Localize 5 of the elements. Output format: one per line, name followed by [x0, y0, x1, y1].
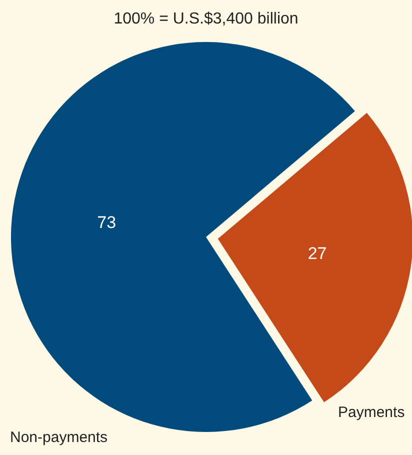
data-label: 73: [97, 212, 116, 232]
chart-title: 100% = U.S.$3,400 billion: [114, 10, 298, 28]
data-label: 27: [308, 244, 327, 263]
slice-label: Payments: [338, 404, 405, 421]
slice-label: Non-payments: [10, 429, 108, 446]
